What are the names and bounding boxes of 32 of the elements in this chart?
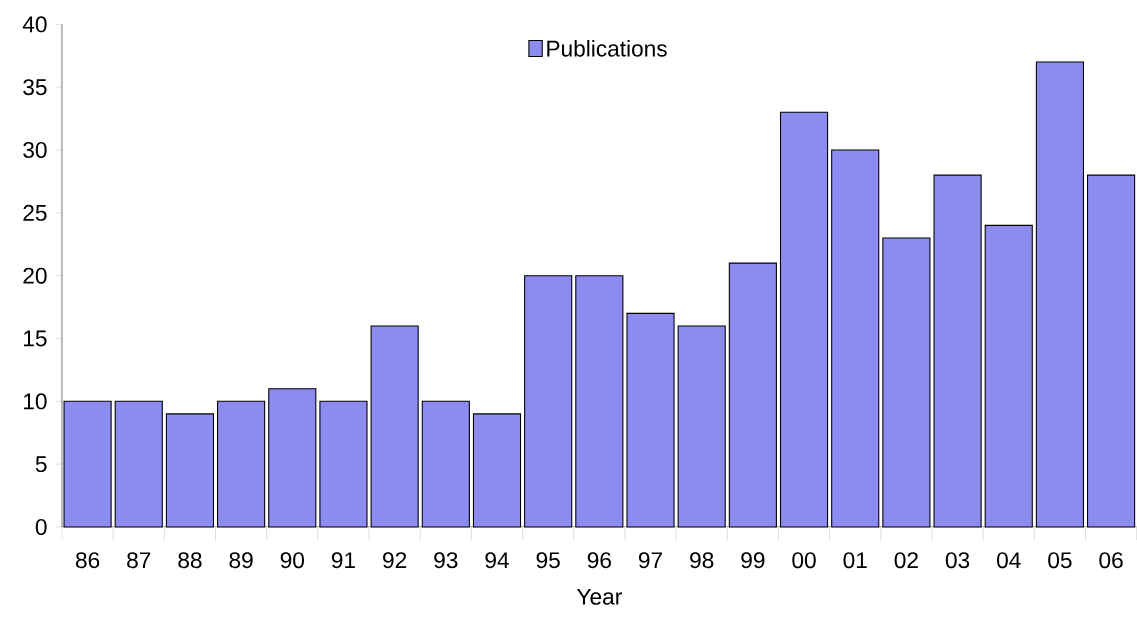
y-tick-label: 20 xyxy=(23,267,47,284)
x-tick-label: 00 xyxy=(792,552,816,569)
y-tick-label: 30 xyxy=(23,141,47,159)
y-tick-label: 15 xyxy=(24,330,47,347)
x-tick-label: 94 xyxy=(485,552,509,569)
y-tick-label: 0 xyxy=(35,518,47,536)
x-tick-label: 06 xyxy=(1099,552,1123,569)
y-tick-label: 5 xyxy=(35,456,47,473)
x-tick-label: 95 xyxy=(536,552,560,569)
x-tick-label: 88 xyxy=(178,552,202,569)
y-tick-label: 35 xyxy=(23,79,47,96)
x-tick-label: 04 xyxy=(997,552,1021,569)
x-tick-label: 97 xyxy=(638,552,662,569)
x-tick-label: 86 xyxy=(75,552,100,569)
x-tick-label: 01 xyxy=(843,552,867,569)
x-tick-label: 05 xyxy=(1048,552,1072,569)
x-tick-label: 98 xyxy=(690,552,714,569)
x-axis-title: Year xyxy=(576,588,622,605)
y-tick-label: 25 xyxy=(23,204,47,221)
x-tick-label: 92 xyxy=(383,552,407,569)
x-tick-label: 87 xyxy=(127,552,151,569)
x-tick-label: 99 xyxy=(741,552,765,569)
x-tick-label: 03 xyxy=(945,552,970,569)
x-tick-label: 89 xyxy=(229,552,253,569)
x-tick-label: 02 xyxy=(894,552,918,569)
legend-label: Publications xyxy=(547,40,667,57)
x-tick-label: 93 xyxy=(434,552,458,569)
x-tick-label: 90 xyxy=(280,552,305,569)
x-tick-label: 96 xyxy=(587,552,611,569)
y-tick-label: 40 xyxy=(22,16,47,33)
x-tick-label: 91 xyxy=(331,552,355,569)
y-tick-label: 10 xyxy=(24,393,47,410)
